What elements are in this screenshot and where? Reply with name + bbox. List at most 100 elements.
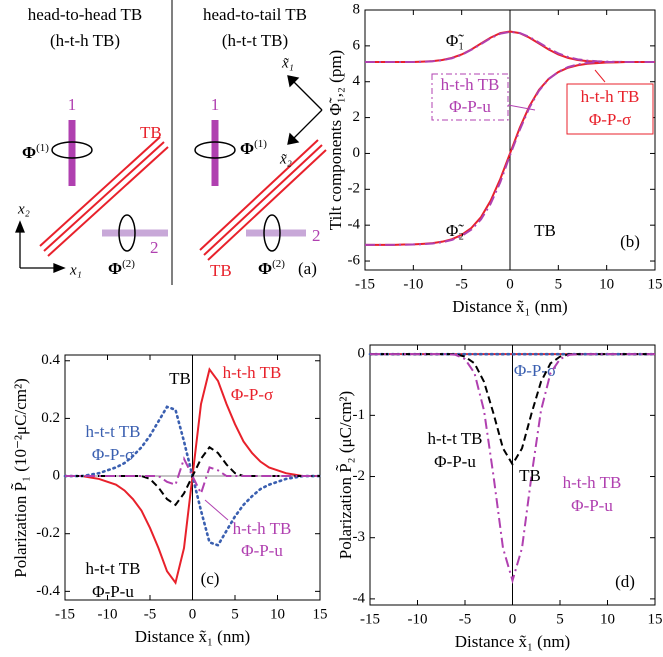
x-axis-label: Distance x̃₁ (nm): [452, 297, 567, 316]
series-label: Φ-P-u: [92, 582, 134, 601]
phi-label: Φ(1): [22, 142, 49, 162]
axes-arrows: [15, 220, 66, 273]
tb-lines: [199, 139, 327, 261]
series-line: [365, 61, 655, 246]
axes-arrows: [287, 75, 323, 145]
diagram-title: head-to-tail TB: [203, 5, 307, 24]
y-tick-label: 0: [353, 145, 361, 161]
tb-label: TB: [210, 261, 232, 280]
y-tick-label: -1: [353, 407, 366, 423]
series-line: [65, 456, 320, 496]
dipole-label: 1: [68, 95, 77, 114]
series-label: h-t-h TB: [563, 473, 622, 492]
panel-label: (a): [298, 259, 317, 278]
y-tick-label: -2: [353, 468, 366, 484]
y-tick-label: -0.2: [36, 525, 60, 541]
x-tick-label: -10: [408, 611, 428, 627]
annotation: (c): [201, 569, 220, 588]
annotation: (d): [615, 572, 635, 591]
dipole-label: 2: [312, 226, 321, 245]
y-tick-label: 0.4: [41, 352, 60, 368]
y-tick-label: 0: [53, 467, 61, 483]
series-line: [65, 445, 320, 507]
y-tick-label: -2: [348, 181, 361, 197]
y-tick-label: 8: [353, 1, 361, 17]
x-tick-label: 0: [189, 606, 197, 622]
x-tick-label: -15: [355, 276, 375, 292]
pointer: [204, 499, 229, 521]
panel-a: head-to-head TB (h-t-h TB) head-to-tail …: [15, 0, 327, 285]
x-tick-label: -5: [144, 606, 157, 622]
annotation: TB: [534, 221, 556, 240]
series-label: h-t-t TB: [86, 422, 141, 441]
x-tick-label: 15: [648, 276, 663, 292]
rotation: [51, 141, 93, 159]
phi-sup: (1): [36, 142, 49, 154]
phi-label: Φ(2): [108, 258, 135, 278]
series-label: Φ-P-σ: [589, 110, 631, 129]
x-tick-label: 5: [555, 276, 563, 292]
x-tick-label: 15: [648, 611, 663, 627]
pointer: [507, 104, 536, 111]
annotation: (b): [620, 232, 640, 251]
x-tick-label: -10: [98, 606, 118, 622]
series-label: Φ-P-u: [241, 541, 283, 560]
y-tick-label: -4: [348, 217, 361, 233]
x-tick-label: 0: [509, 611, 517, 627]
series-label: h-t-h TB: [223, 363, 282, 382]
dipole-label: 2: [150, 238, 159, 257]
legend-box: [566, 83, 654, 135]
phi-label: Φ(1): [240, 138, 267, 158]
x-tick-label: -15: [55, 606, 75, 622]
series-label: h-t-h TB: [233, 519, 292, 538]
axis-label: x̃₂: [279, 151, 292, 167]
diagram-title: head-to-head TB: [28, 5, 142, 24]
x-tick-label: 5: [556, 611, 564, 627]
y-tick-label: 0: [358, 346, 366, 362]
phi-label: Φ(2): [258, 258, 285, 278]
x-tick-label: -10: [403, 276, 423, 292]
y-tick-label: -6: [348, 252, 361, 268]
pointer: [594, 69, 606, 83]
x-tick-label: -5: [455, 276, 468, 292]
x-axis-label: Distance x̃₁ (nm): [135, 627, 250, 646]
legend-box: [431, 73, 509, 121]
series-label: h-t-t TB: [86, 559, 141, 578]
tb-label: TB: [140, 123, 162, 142]
x-tick-label: 10: [600, 611, 615, 627]
diagram-title: (h-t-t TB): [222, 31, 288, 50]
chart: -6 -4 -2 0 2 4 6 8 -15 -10 -5 0 5 10 15 Distance x̃₁ (n…: [326, 1, 663, 315]
x-tick-label: 10: [270, 606, 285, 622]
chart: -0.4 -0.2 0 0.2 0.4 -15 -10 -5 0 5 10 15 Distance x̃…: [11, 352, 328, 646]
series-label: Φ-P-u: [571, 496, 613, 515]
phi-sup: (2): [272, 258, 285, 270]
annotation: TB: [519, 466, 541, 485]
x-tick-label: 15: [313, 606, 328, 622]
series-label: h-t-t TB: [428, 429, 483, 448]
phi-symbol: Φ: [240, 139, 254, 158]
annotation: Φ̃₁: [446, 31, 464, 50]
y-tick-label: 0.2: [41, 410, 60, 426]
rotation: [263, 214, 281, 252]
y-tick-label: -3: [353, 529, 366, 545]
x-tick-label: 10: [599, 276, 614, 292]
series-label: Φ-P-u: [434, 452, 476, 471]
axis-label: x₂: [17, 201, 30, 217]
x-tick-label: 0: [506, 276, 514, 292]
rotation: [118, 214, 136, 252]
series-line: [370, 353, 655, 585]
annotation: TB: [169, 369, 191, 388]
series-label: h-t-h TB: [441, 75, 500, 94]
tb-lines: [39, 136, 169, 257]
phi-sup: (2): [122, 258, 135, 270]
phi-symbol: Φ: [22, 143, 36, 162]
axis-label: x̃₁: [281, 55, 294, 71]
dipole-label: 1: [211, 95, 220, 114]
y-axis-label: Polarization P̃₂ (μC/cm²): [336, 391, 355, 559]
diagram-title: (h-t-h TB): [50, 31, 120, 50]
y-axis-label: Tilt components Φ̃₁,₂ (pm): [326, 50, 345, 230]
y-tick-label: 6: [353, 37, 361, 53]
x-tick-label: 5: [231, 606, 239, 622]
